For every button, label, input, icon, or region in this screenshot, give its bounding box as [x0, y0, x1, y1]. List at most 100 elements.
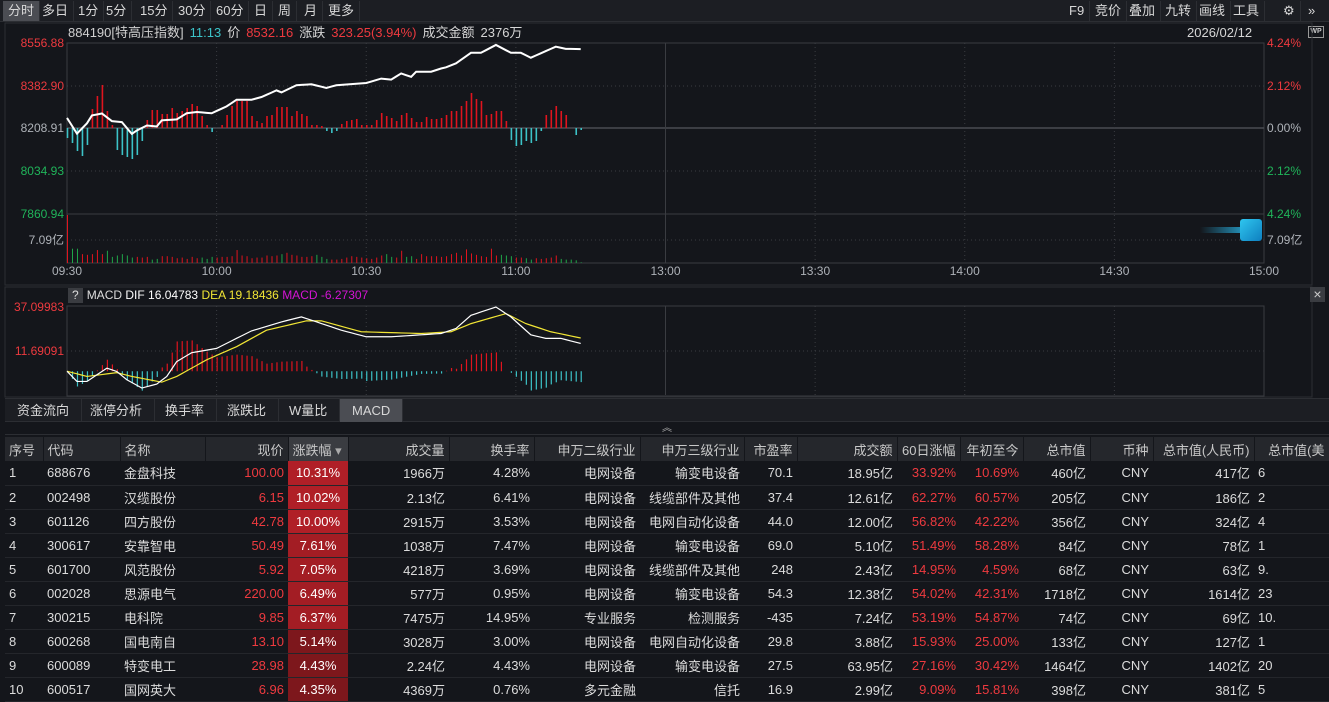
table-cell: 电网设备 — [534, 485, 640, 510]
table-row[interactable]: 7 300215 电科院 9.85 6.37% 7475万 14.95% 专业服务 检测服务 -4… — [5, 605, 1329, 630]
indicator-tab-0[interactable]: 资金流向 — [5, 399, 83, 422]
indicator-tab-5[interactable]: MACD — [340, 399, 404, 422]
table-cell: 2 — [1254, 485, 1329, 510]
table-cell: 2 — [5, 485, 43, 510]
table-cell: 56.82% — [897, 509, 960, 534]
table-row[interactable]: 5 601700 风范股份 5.92 7.05% 4218万 3.69% 电网设备 线缆部件及其… — [5, 557, 1329, 582]
table-row[interactable]: 6 002028 思源电气 220.00 6.49% 577万 0.95% 电网设备 输变电设备… — [5, 581, 1329, 606]
column-header[interactable]: 总市值(人民币) — [1153, 437, 1255, 461]
period-tab-10[interactable]: 更多 — [323, 1, 361, 21]
period-tab-9[interactable]: 月 — [299, 1, 324, 21]
table-cell: 69.0 — [744, 533, 797, 558]
table-cell: 74亿 — [1023, 605, 1090, 630]
table-cell: 国电南自 — [120, 629, 205, 654]
column-header[interactable]: 申万二级行业 — [534, 437, 641, 461]
period-tab-0[interactable]: 分时 — [3, 1, 41, 21]
macd-value-label: MACD -6.27307 — [282, 288, 369, 302]
table-cell: 688676 — [43, 461, 120, 486]
toolbar-button-2[interactable]: 叠加 — [1124, 1, 1162, 21]
period-tab-7[interactable]: 日 — [249, 1, 274, 21]
column-header[interactable]: 年初至今 — [960, 437, 1024, 461]
column-header[interactable]: 涨跌幅 ▾ — [288, 437, 349, 461]
column-header[interactable]: 成交额 — [797, 437, 898, 461]
table-cell: 6.15 — [205, 485, 288, 510]
table-cell: 324亿 — [1153, 509, 1254, 534]
table-cell: 电网设备 — [534, 461, 640, 486]
column-header[interactable]: 币种 — [1090, 437, 1154, 461]
table-cell: 7 — [5, 605, 43, 630]
table-cell: 15.81% — [960, 677, 1023, 702]
column-header[interactable]: 市盈率 — [744, 437, 798, 461]
column-header[interactable]: 序号 — [5, 437, 44, 461]
toolbar-button-4[interactable]: 画线 — [1194, 1, 1232, 21]
table-cell: 84亿 — [1023, 533, 1090, 558]
column-header[interactable]: 60日涨幅 — [897, 437, 961, 461]
table-row[interactable]: 3 601126 四方股份 42.78 10.00% 2915万 3.53% 电网设备 电网自动… — [5, 509, 1329, 534]
column-header[interactable]: 现价 — [205, 437, 289, 461]
toolbar-button-0[interactable]: F9 — [1064, 1, 1091, 21]
table-cell: 汉缆股份 — [120, 485, 205, 510]
column-header[interactable]: 总市值(美 — [1254, 437, 1329, 461]
table-cell: 5 — [1254, 677, 1329, 702]
column-header[interactable]: 申万三级行业 — [640, 437, 745, 461]
period-tab-4[interactable]: 15分 — [135, 1, 174, 21]
table-cell: 54.3 — [744, 581, 797, 606]
table-cell: 14.95% — [449, 605, 534, 630]
table-cell: 9.09% — [897, 677, 960, 702]
indicator-tab-4[interactable]: W量比 — [277, 399, 341, 422]
period-tab-6[interactable]: 60分 — [211, 1, 250, 21]
table-cell: 风范股份 — [120, 557, 205, 582]
period-tab-5[interactable]: 30分 — [173, 1, 212, 21]
table-cell: 4.28% — [449, 461, 534, 486]
table-cell: 300617 — [43, 533, 120, 558]
table-row[interactable]: 1 688676 金盘科技 100.00 10.31% 1966万 4.28% 电网设备 输变电… — [5, 461, 1329, 486]
period-tab-8[interactable]: 周 — [273, 1, 298, 21]
toolbar-button-1[interactable]: 竞价 — [1090, 1, 1128, 21]
price-label: 价 — [227, 25, 241, 40]
percent-axis-label: 2.12% — [1267, 79, 1302, 93]
period-tab-1[interactable]: 多日 — [37, 1, 75, 21]
column-header[interactable]: 换手率 — [449, 437, 535, 461]
table-row[interactable]: 4 300617 安靠智电 50.49 7.61% 1038万 7.47% 电网设备 输变电设备… — [5, 533, 1329, 558]
table-cell: 6.37% — [288, 605, 348, 630]
table-cell: 30.42% — [960, 653, 1023, 678]
table-cell: CNY — [1090, 581, 1153, 606]
column-header[interactable]: 成交量 — [348, 437, 450, 461]
indicator-tab-3[interactable]: 涨跌比 — [215, 399, 280, 422]
table-cell: 460亿 — [1023, 461, 1090, 486]
table-row[interactable]: 2 002498 汉缆股份 6.15 10.02% 2.13亿 6.41% 电网设备 线缆部件及… — [5, 485, 1329, 510]
table-cell: 14.95% — [897, 557, 960, 582]
panel-splitter[interactable]: ︽ — [5, 423, 1329, 435]
double-chevron-right-icon[interactable]: » — [1308, 3, 1316, 18]
help-icon[interactable]: ? — [68, 288, 83, 303]
table-row[interactable]: 8 600268 国电南自 13.10 5.14% 3028万 3.00% 电网设备 电网自动化… — [5, 629, 1329, 654]
indicator-tab-1[interactable]: 涨停分析 — [78, 399, 156, 422]
table-cell: 6.41% — [449, 485, 534, 510]
wp-monitor-icon[interactable]: WP — [1308, 26, 1324, 38]
table-cell: 电网设备 — [534, 509, 640, 534]
price-axis-label: 8034.93 — [20, 164, 64, 178]
float-window-icon[interactable] — [1200, 219, 1262, 241]
indicator-tab-2[interactable]: 换手率 — [153, 399, 218, 422]
column-header[interactable]: 名称 — [120, 437, 206, 461]
toolbar-button-5[interactable]: 工具 — [1228, 1, 1266, 21]
period-tab-2[interactable]: 1分 — [73, 1, 105, 21]
column-header[interactable]: 代码 — [43, 437, 121, 461]
collapse-up-icon[interactable]: ︽ — [662, 423, 672, 434]
gear-icon[interactable]: ⚙ — [1278, 1, 1301, 21]
table-cell: 13.10 — [205, 629, 288, 654]
table-cell: 电科院 — [120, 605, 205, 630]
table-cell: 输变电设备 — [640, 581, 744, 606]
quote-time: 11:13 — [189, 25, 222, 40]
period-tab-3[interactable]: 5分 — [101, 1, 133, 21]
table-cell: 9.85 — [205, 605, 288, 630]
table-cell: 42.22% — [960, 509, 1023, 534]
table-row[interactable]: 9 600089 特变电工 28.98 4.43% 2.24亿 4.43% 电网设备 输变电设备… — [5, 653, 1329, 678]
column-header[interactable]: 总市值 — [1023, 437, 1091, 461]
close-icon[interactable]: × — [1310, 287, 1325, 302]
table-row[interactable]: 10 600517 国网英大 6.96 4.35% 4369万 0.76% 多元金融 信托 16.… — [5, 677, 1329, 702]
chart-canvas[interactable] — [0, 0, 1329, 400]
toolbar-button-3[interactable]: 九转 — [1160, 1, 1198, 21]
percent-axis-label: 2.12% — [1267, 164, 1302, 178]
sort-desc-icon[interactable]: ▾ — [331, 442, 342, 458]
